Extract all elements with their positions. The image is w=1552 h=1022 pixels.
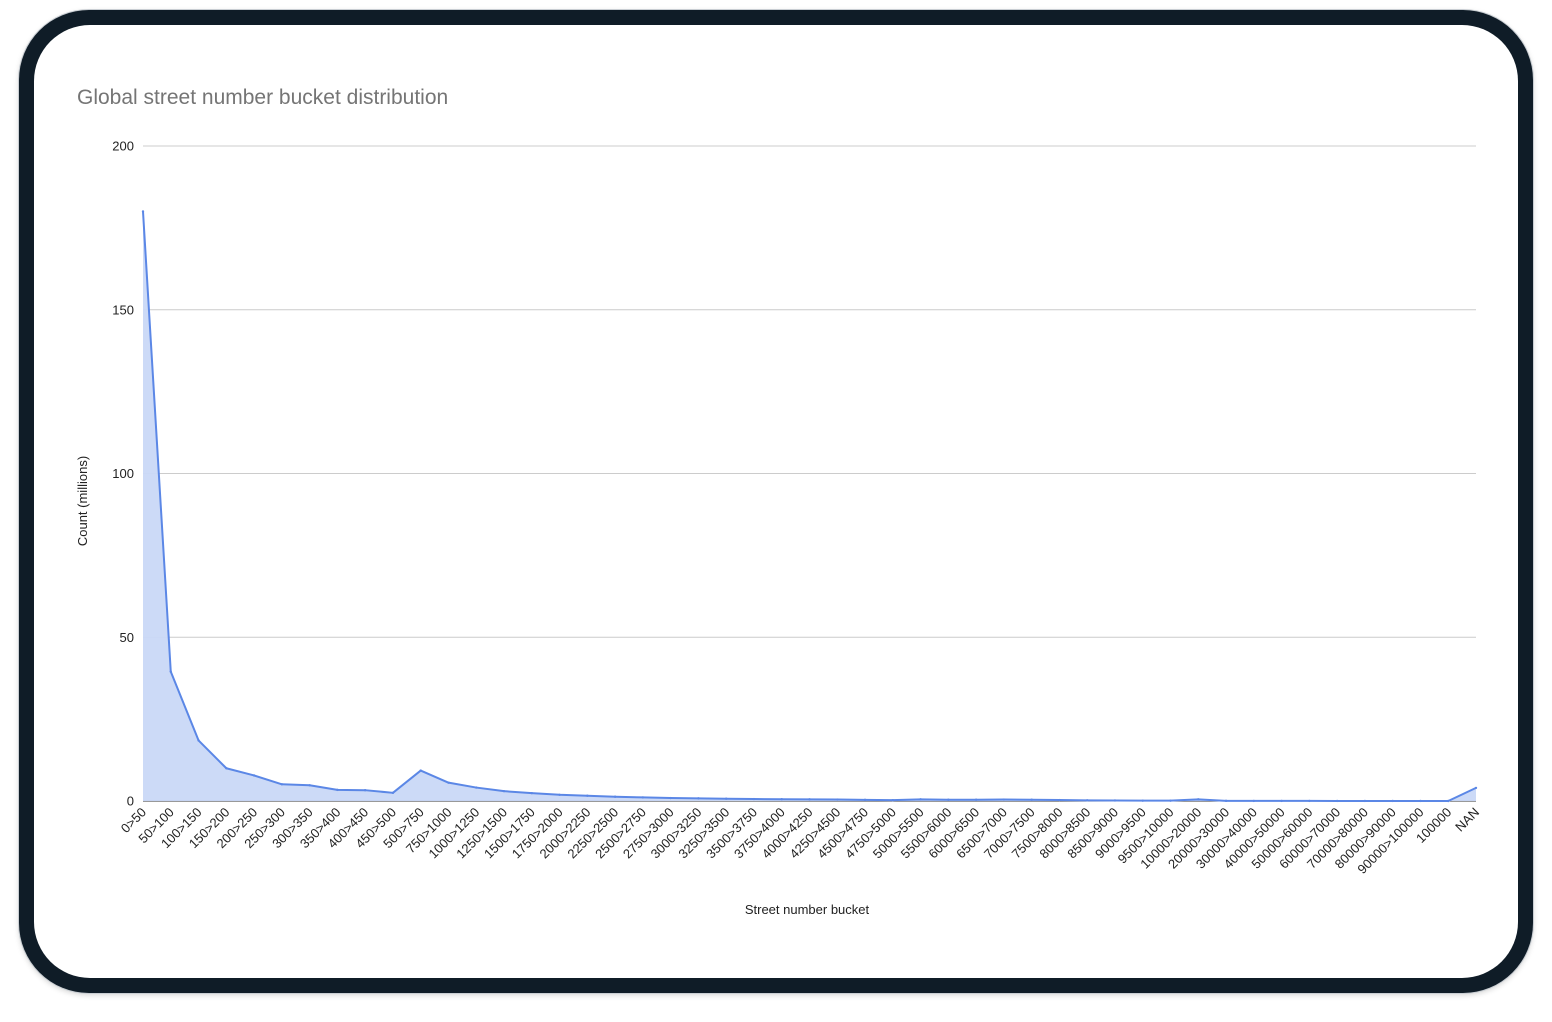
y-tick-label: 200 xyxy=(112,139,134,154)
data-points xyxy=(141,210,1478,803)
data-point-4750>5000 xyxy=(891,798,895,802)
data-point-2000>2250 xyxy=(586,794,589,797)
data-point-6500>7000 xyxy=(1002,798,1006,801)
data-point-100000 xyxy=(1447,799,1450,803)
device-frame: Global street number bucket distribution… xyxy=(19,10,1533,993)
data-point-250>300 xyxy=(280,783,284,786)
y-tick-label: 150 xyxy=(112,302,134,317)
y-axis-title: Count (millions) xyxy=(75,456,90,546)
data-point-NAN xyxy=(1474,786,1478,790)
x-axis-ticks: 0>5050>100100>150150>200200>250250>30030… xyxy=(118,805,1482,877)
data-point-9500>10000 xyxy=(1169,799,1172,802)
series-area xyxy=(143,211,1476,801)
data-point-4000>4250 xyxy=(808,798,811,801)
data-point-8000>8500 xyxy=(1086,799,1089,802)
x-tick-label: NAN xyxy=(1452,805,1482,835)
x-axis-title: Street number bucket xyxy=(745,902,870,917)
data-point-100>150 xyxy=(197,739,200,742)
y-tick-label: 50 xyxy=(120,630,134,645)
data-point-3250>3500 xyxy=(724,797,728,800)
data-point-1750>2000 xyxy=(558,793,561,796)
data-point-4500>4750 xyxy=(863,798,867,802)
data-point-50000>60000 xyxy=(1308,799,1311,803)
data-point-150>200 xyxy=(225,767,228,770)
y-tick-label: 0 xyxy=(127,794,134,809)
data-point-7500>8000 xyxy=(1058,798,1061,802)
data-point-3750>4000 xyxy=(780,797,783,801)
data-point-90000>100000 xyxy=(1419,799,1422,803)
data-point-6000>6500 xyxy=(974,798,978,801)
area-chart: Global street number bucket distribution… xyxy=(75,86,1482,917)
data-point-1250>1500 xyxy=(502,789,506,793)
data-point-60000>70000 xyxy=(1335,799,1339,803)
data-point-500>750 xyxy=(419,769,422,772)
data-point-40000>50000 xyxy=(1280,799,1283,803)
data-point-8500>9000 xyxy=(1113,799,1117,802)
device-screen: Global street number bucket distribution… xyxy=(34,25,1518,978)
data-point-30000>40000 xyxy=(1252,799,1256,803)
data-point-2250>2500 xyxy=(613,795,617,798)
data-point-80000>90000 xyxy=(1391,799,1394,803)
data-point-2750>3000 xyxy=(669,796,672,800)
data-point-7000>7500 xyxy=(1030,798,1033,801)
chart-title: Global street number bucket distribution xyxy=(77,86,448,109)
y-tick-label: 100 xyxy=(112,466,134,481)
data-point-450>500 xyxy=(391,791,395,795)
data-point-70000>80000 xyxy=(1363,799,1367,803)
data-point-50>100 xyxy=(169,670,172,673)
data-point-350>400 xyxy=(336,788,339,792)
data-point-400>450 xyxy=(363,788,367,792)
data-point-0>50 xyxy=(141,210,145,213)
data-point-750>1000 xyxy=(447,781,450,784)
data-point-3000>3250 xyxy=(697,797,700,800)
data-point-2500>2750 xyxy=(641,796,645,799)
gridlines xyxy=(143,145,1476,802)
data-point-9000>9500 xyxy=(1141,799,1144,802)
y-axis-ticks: 0 50 100 150 200 xyxy=(112,139,134,809)
data-point-20000>30000 xyxy=(1224,799,1228,803)
data-point-10000>20000 xyxy=(1197,798,1200,801)
data-point-4250>4500 xyxy=(836,798,839,801)
series-line xyxy=(142,211,1477,802)
data-point-5500>6000 xyxy=(947,798,950,801)
data-point-200>250 xyxy=(252,774,256,777)
data-point-300>350 xyxy=(308,784,311,787)
data-point-1500>1750 xyxy=(530,791,533,795)
data-point-3500>3750 xyxy=(752,797,756,801)
data-point-1000>1250 xyxy=(475,786,478,789)
data-point-5000>5500 xyxy=(919,798,922,801)
